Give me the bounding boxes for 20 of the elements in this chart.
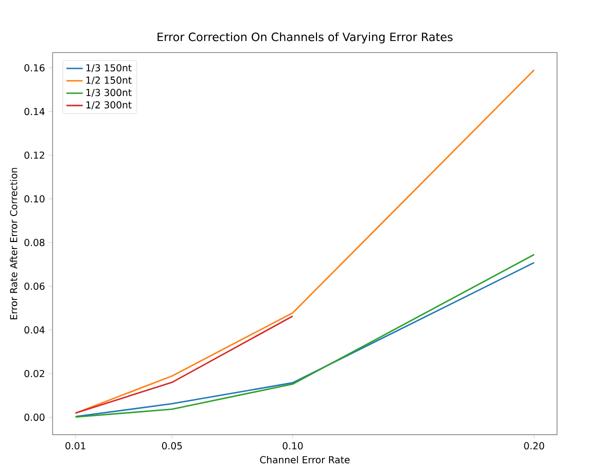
- x-tick-label: 0.01: [65, 442, 86, 450]
- y-tick-label: 0.16: [24, 64, 45, 72]
- x-tick-label: 0.05: [162, 442, 182, 450]
- legend-label: 1/3 150nt: [86, 64, 132, 72]
- x-tick-label: 0.10: [282, 442, 303, 450]
- y-tick-label: 0.08: [24, 238, 44, 246]
- chart-title: Error Correction On Channels of Varying Error Rates: [158, 32, 453, 44]
- y-tick-label: 0.06: [24, 282, 45, 290]
- y-tick-label: 0.04: [24, 326, 45, 334]
- y-tick-label: 0.10: [24, 195, 44, 203]
- x-tick-label: 0.20: [524, 442, 544, 450]
- y-axis-title: Error Rate After Error Correction: [10, 168, 18, 320]
- legend-label: 1/2 300nt: [86, 101, 132, 110]
- y-tick-label: 0.14: [24, 108, 45, 116]
- y-tick-label: 0.12: [24, 152, 44, 159]
- legend-label: 1/2 150nt: [86, 76, 132, 85]
- legend-label: 1/3 300nt: [86, 88, 132, 97]
- y-tick-label: 0.02: [24, 370, 44, 378]
- x-axis-title: Channel Error Rate: [260, 456, 350, 464]
- y-tick-label: 0.00: [24, 414, 44, 421]
